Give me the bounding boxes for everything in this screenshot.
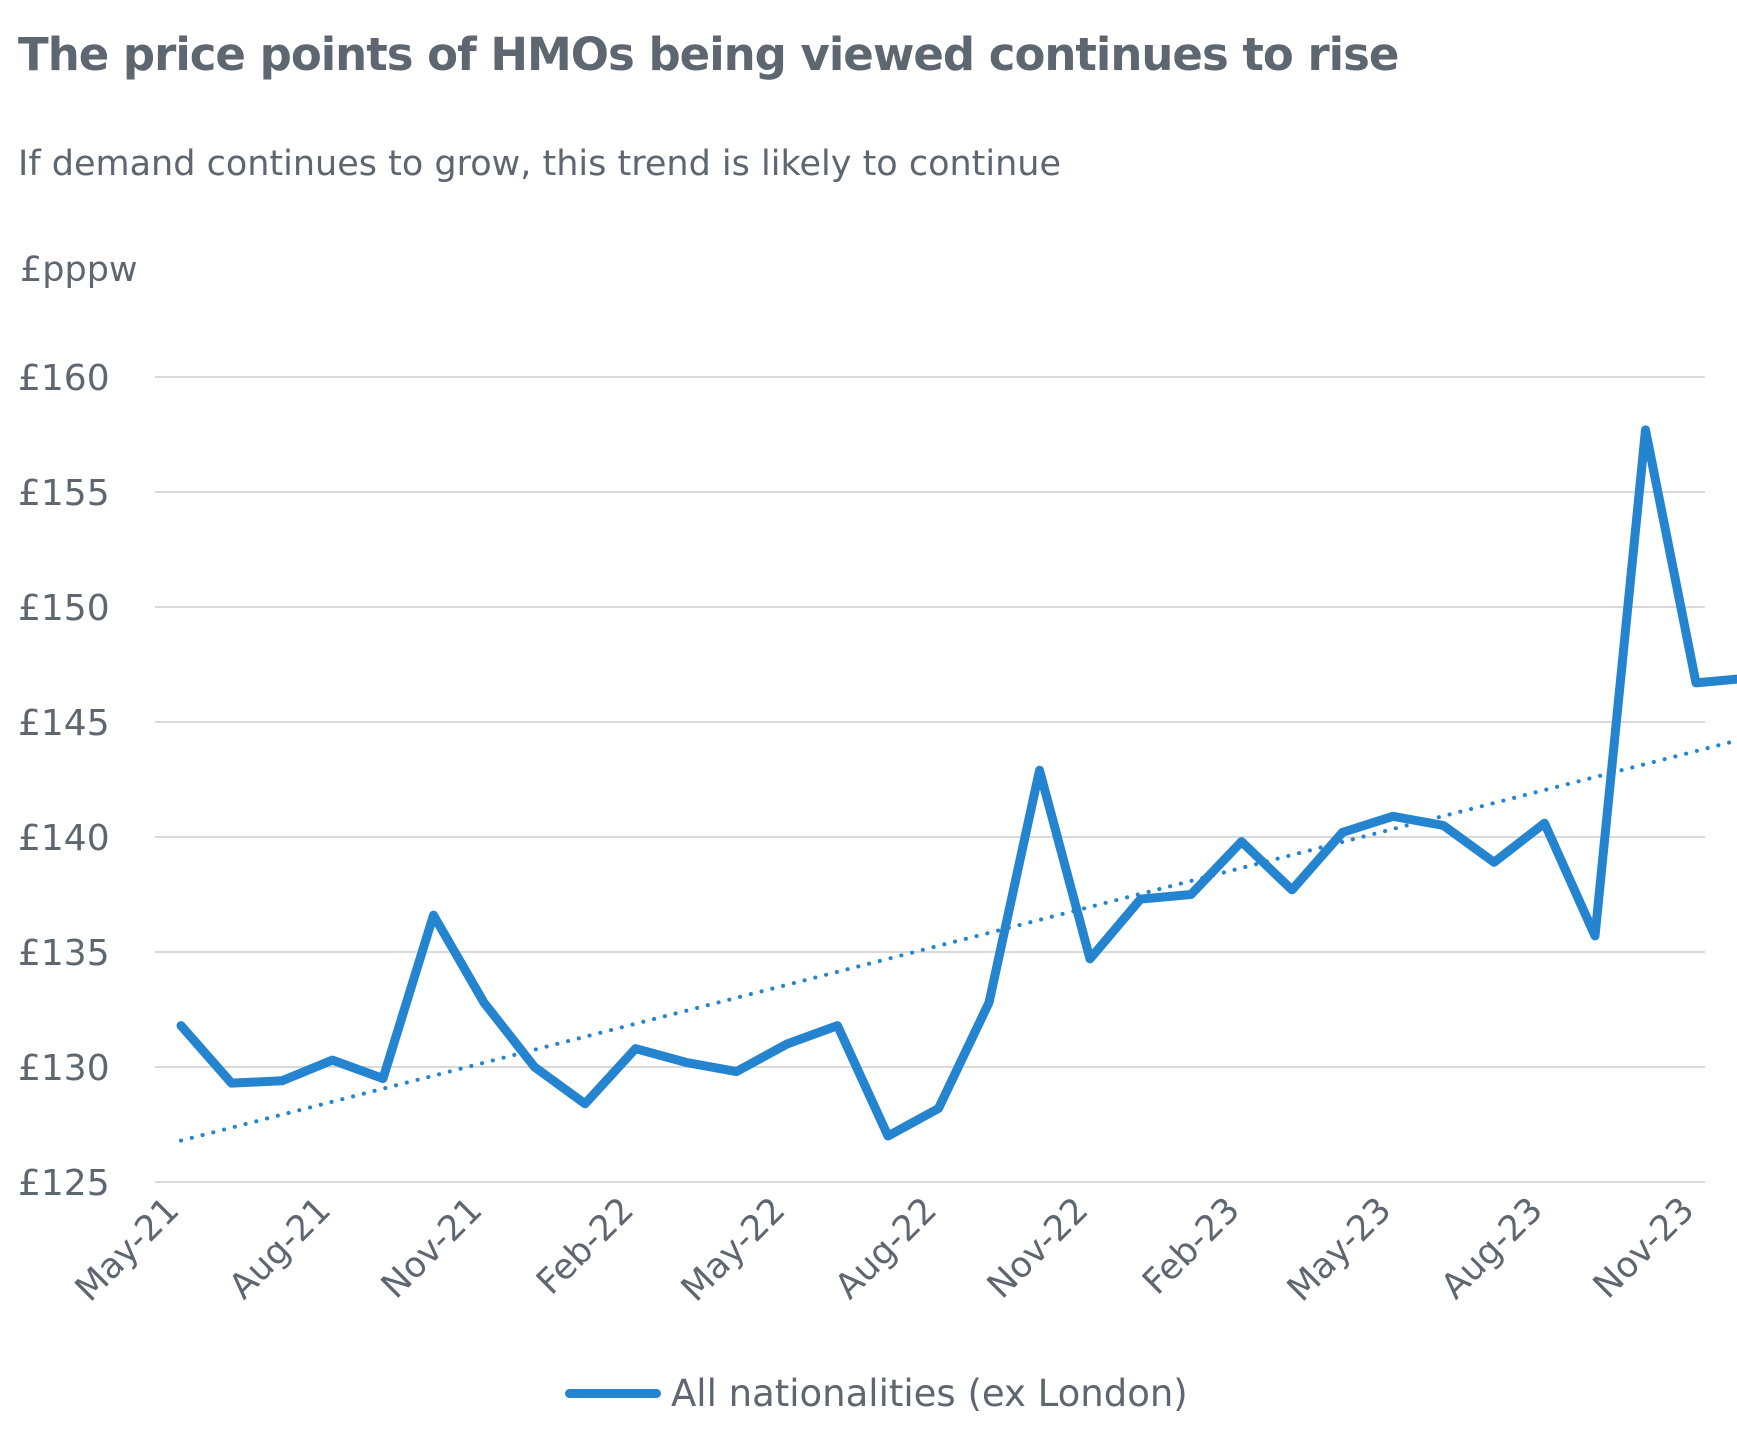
trendline <box>179 738 1737 1143</box>
x-tick-label: Aug-23 <box>1434 1190 1551 1307</box>
x-tick-label: May-23 <box>1280 1190 1399 1309</box>
data-point <box>1089 958 1091 960</box>
data-point <box>332 1059 333 1061</box>
data-point <box>584 1103 586 1105</box>
y-tick-label: £130 <box>18 1048 110 1089</box>
data-point <box>1039 769 1040 771</box>
data-point <box>433 914 434 916</box>
x-tick-label: Feb-23 <box>1135 1190 1248 1303</box>
data-point <box>1342 831 1343 833</box>
x-tick-label: Feb-22 <box>529 1190 642 1303</box>
legend-label-all-nationalities: All nationalities (ex London) <box>671 1372 1188 1415</box>
data-point <box>1645 429 1646 431</box>
data-point <box>786 1043 788 1045</box>
y-tick-label: £140 <box>18 818 110 859</box>
chart-title: The price points of HMOs being viewed co… <box>18 28 1399 81</box>
data-point <box>1493 861 1495 863</box>
x-tick-label: Nov-21 <box>374 1190 490 1306</box>
x-axis-ticks: May-21 Aug-21 Nov-21 Feb-22 May-22 Aug-22 Nov-… <box>68 1190 1702 1309</box>
data-point <box>1392 815 1394 817</box>
data-point <box>1140 898 1141 900</box>
data-point <box>685 1061 687 1063</box>
data-point <box>887 1135 889 1137</box>
data-point <box>1241 841 1242 843</box>
y-tick-label: £135 <box>18 933 110 974</box>
data-point <box>635 1048 636 1050</box>
data-point <box>534 1066 535 1068</box>
data-point <box>837 1025 838 1027</box>
data-point <box>1190 894 1192 895</box>
data-point <box>988 1002 990 1004</box>
x-tick-label: May-21 <box>68 1190 187 1309</box>
y-tick-label: £145 <box>18 703 110 744</box>
data-point <box>1594 935 1596 937</box>
series-layer <box>176 425 1737 1141</box>
data-point <box>281 1080 283 1082</box>
legend-swatch-all-nationalities <box>565 1389 661 1398</box>
data-point <box>382 1078 384 1079</box>
data-point <box>1544 822 1545 824</box>
x-tick-label: May-22 <box>674 1190 793 1309</box>
data-point <box>938 1107 939 1109</box>
y-tick-label: £155 <box>18 473 110 514</box>
y-axis-ticks: £125 £130 £135 £140 £145 £150 £155 £160 <box>18 358 110 1204</box>
y-tick-label: £150 <box>18 588 110 629</box>
x-tick-label: Nov-22 <box>980 1190 1096 1306</box>
series-line-all-nationalities <box>176 425 1737 1141</box>
data-point <box>1291 889 1293 891</box>
data-point <box>1443 825 1444 826</box>
data-point <box>736 1071 737 1073</box>
x-tick-label: Aug-22 <box>828 1190 945 1307</box>
x-tick-label: Aug-21 <box>222 1190 339 1307</box>
trendline-layer <box>179 738 1737 1143</box>
y-tick-label: £160 <box>18 358 110 399</box>
data-point <box>1695 682 1697 684</box>
y-axis-unit-label: £pppw <box>20 250 138 290</box>
x-tick-label: Nov-23 <box>1586 1190 1702 1306</box>
data-point <box>231 1082 232 1084</box>
legend: All nationalities (ex London) <box>565 1372 1188 1415</box>
data-point <box>483 1002 485 1004</box>
chart-subtitle: If demand continues to grow, this trend … <box>18 144 1062 184</box>
y-tick-label: £125 <box>18 1163 110 1204</box>
gridlines <box>155 376 1705 1183</box>
data-point <box>180 1025 182 1027</box>
